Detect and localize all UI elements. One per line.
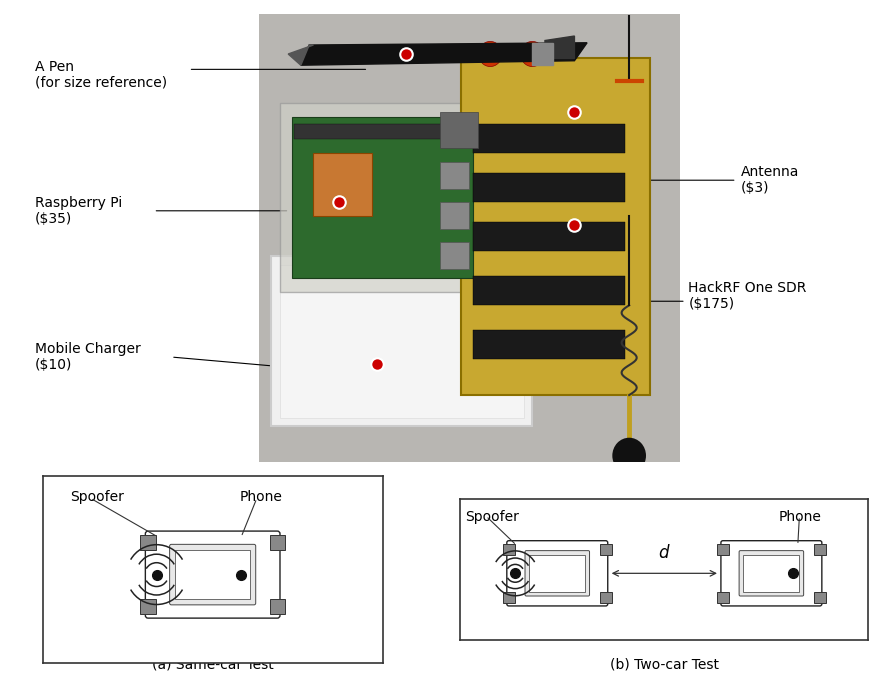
Text: Spoofer: Spoofer [466, 509, 519, 524]
Bar [269, 535, 285, 550]
Bar [503, 592, 515, 602]
Bar [140, 599, 156, 614]
Bar [292, 117, 474, 278]
Bar [140, 535, 156, 550]
Circle shape [521, 41, 544, 67]
Circle shape [479, 41, 502, 67]
Bar [474, 222, 625, 252]
Bar [717, 592, 729, 602]
FancyBboxPatch shape [169, 544, 256, 605]
Bar [474, 173, 625, 202]
Circle shape [612, 438, 646, 473]
Bar [744, 555, 799, 592]
FancyBboxPatch shape [507, 541, 608, 606]
FancyBboxPatch shape [721, 541, 822, 606]
Bar [439, 243, 469, 269]
Polygon shape [289, 45, 313, 65]
Bar [259, 14, 680, 462]
Bar [175, 550, 250, 599]
Bar [814, 544, 825, 555]
Bar [474, 124, 625, 153]
Bar [530, 555, 585, 592]
Polygon shape [532, 43, 553, 65]
Bar [439, 112, 478, 148]
Bar [269, 599, 285, 614]
Text: Phone: Phone [240, 490, 282, 504]
Bar [271, 256, 532, 426]
FancyBboxPatch shape [739, 551, 803, 596]
Text: $d$: $d$ [658, 544, 671, 562]
Bar [814, 592, 825, 602]
Bar [280, 265, 524, 418]
Text: (a) Same-car Test: (a) Same-car Test [152, 658, 274, 672]
Text: Antenna
($3): Antenna ($3) [741, 165, 800, 195]
Bar [295, 124, 442, 139]
Polygon shape [301, 43, 587, 65]
Text: A Pen
(for size reference): A Pen (for size reference) [35, 60, 168, 90]
FancyBboxPatch shape [146, 531, 280, 618]
Bar [439, 202, 469, 229]
Bar [600, 592, 611, 602]
Bar [460, 58, 650, 395]
Bar [313, 153, 373, 216]
Text: Mobile Charger
($10): Mobile Charger ($10) [35, 342, 141, 372]
Bar [717, 544, 729, 555]
Bar [474, 276, 625, 305]
Text: Phone: Phone [779, 509, 822, 524]
Bar [503, 544, 515, 555]
Text: HackRF One SDR
($175): HackRF One SDR ($175) [688, 281, 807, 311]
Bar [439, 162, 469, 188]
Bar [280, 103, 481, 292]
Bar [600, 544, 611, 555]
Bar [474, 330, 625, 359]
Text: Spoofer: Spoofer [70, 490, 124, 504]
FancyBboxPatch shape [525, 551, 589, 596]
Text: (b) Two-car Test: (b) Two-car Test [610, 658, 719, 672]
Polygon shape [545, 36, 574, 58]
Text: Raspberry Pi
($35): Raspberry Pi ($35) [35, 196, 122, 226]
